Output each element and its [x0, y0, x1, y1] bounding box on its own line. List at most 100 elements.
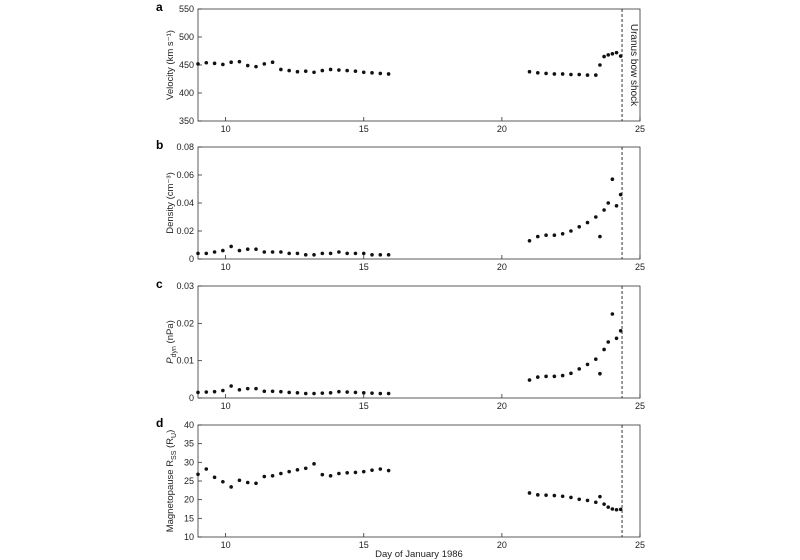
panel-b-point	[606, 201, 611, 205]
panel-b-point	[378, 253, 383, 257]
panel-d-ytick-label: 35	[184, 439, 194, 449]
panel-a-point	[237, 59, 242, 64]
panel-b-xtick-label: 15	[359, 262, 369, 272]
panel-c-ylabel: Pdyn (nPa)	[165, 320, 178, 364]
panel-b-point	[353, 251, 358, 256]
panel-d-point	[569, 495, 573, 500]
panel-d-point	[221, 479, 225, 484]
panel-a-point	[229, 60, 233, 64]
panel-a-xtick-label: 10	[221, 124, 231, 134]
panel-c-point	[577, 367, 582, 371]
panel-b-point	[602, 208, 606, 212]
panel-d-point	[337, 471, 341, 476]
panel-d-frame	[197, 424, 641, 538]
panel-c-point	[254, 386, 258, 391]
panel-b-point	[610, 177, 615, 181]
panel-c-point	[527, 378, 532, 382]
panel-b-point	[221, 248, 225, 253]
panel-c-point	[361, 390, 366, 395]
panel-a-point	[196, 62, 200, 66]
panel-d-xtick-label: 10	[221, 540, 231, 550]
panel-a-ytick-label: 400	[179, 88, 194, 98]
panel-b-point	[577, 225, 582, 229]
panel-a-point	[279, 67, 283, 72]
panel-d-point	[527, 491, 532, 495]
panel-b-xtick-label: 20	[497, 262, 507, 272]
panel-b-point	[535, 234, 540, 239]
panel-a-ytick-label: 550	[179, 4, 194, 14]
panel-a-point	[204, 60, 209, 65]
panel-d-point	[245, 480, 250, 485]
panel-d-point	[386, 468, 391, 473]
panel-d-ticks: 10 15 20 25 30 35 40 10 15 20 25	[184, 420, 645, 550]
panel-d-xtick-label: 20	[497, 540, 507, 550]
panel-d-point	[320, 472, 325, 477]
panel-a-point	[606, 53, 611, 57]
panel-b-point	[552, 233, 557, 237]
panel-a-point	[535, 71, 540, 75]
panel-c-point	[262, 389, 267, 394]
panel-a-point	[598, 63, 602, 67]
panel-c-ylabel-sub: dyn	[171, 346, 178, 357]
panel-b-point	[320, 251, 325, 256]
panel-a-point	[602, 54, 606, 59]
panel-c-point	[552, 374, 557, 379]
panel-a-point	[577, 72, 582, 77]
panel-c-letter: c	[156, 277, 163, 291]
panel-b: b 0 0.02 0.04 0.06 0.08 10 15 20 25 Density (cm⁻…	[156, 138, 645, 272]
x-axis-label: Day of January 1986	[375, 549, 463, 560]
panel-a-point	[262, 62, 267, 66]
panel-d-point	[577, 497, 582, 502]
panel-a-point	[353, 69, 358, 73]
panel-a-point	[378, 71, 383, 76]
panel-d-ylabel-end: )	[165, 430, 176, 433]
panel-c-ylabel-rest: (nPa)	[165, 320, 176, 346]
panel-c-point	[204, 390, 209, 394]
panel-b-point	[594, 215, 598, 219]
panel-b-point	[303, 253, 308, 257]
panel-a: a 350 400 450 500 550 10 15 20 25 Velocity (km s…	[156, 0, 645, 134]
panel-a-ylabel: Velocity (km s⁻¹)	[165, 30, 176, 100]
panel-a-point	[212, 61, 217, 66]
panel-d-point	[606, 505, 611, 509]
panel-b-point	[229, 244, 233, 249]
panel-b-point	[585, 220, 590, 225]
panel-c-point	[598, 371, 602, 376]
panel-d-point	[610, 507, 615, 511]
panel-b-ytick-label: 0.06	[176, 170, 194, 180]
panel-c-point	[295, 390, 300, 395]
panel-c-ytick-label: 0.03	[176, 281, 194, 291]
panel-a-xtick-label: 20	[497, 124, 507, 134]
panel-d-ytick-label: 15	[184, 513, 194, 523]
panel-c-point	[221, 388, 225, 393]
panel-b-point	[204, 251, 209, 256]
panel-c-point	[312, 391, 316, 396]
panel-c-point	[237, 387, 242, 392]
panel-c-point	[229, 384, 233, 388]
panel-a-point	[245, 63, 250, 68]
panel-a-point	[221, 62, 225, 67]
panel-c-point	[544, 374, 548, 379]
panel-b-ylabel: Density (cm⁻³)	[165, 172, 176, 234]
panel-a-point	[585, 73, 590, 77]
panel-c-point	[370, 391, 374, 395]
panel-d-letter: d	[156, 416, 163, 430]
panel-d-point	[270, 473, 275, 478]
panel-c-point	[303, 391, 308, 396]
panel-b-point	[527, 239, 532, 243]
panel-b-point	[569, 229, 573, 233]
panel-d-point	[287, 469, 291, 474]
panel-a-letter: a	[156, 0, 163, 14]
panel-b-ytick-label: 0.08	[176, 142, 194, 152]
panel-d-point	[279, 471, 283, 476]
panel-b-xtick-label: 25	[635, 262, 645, 272]
panel-d-point	[585, 498, 590, 503]
panel-d-ytick-label: 40	[184, 420, 194, 430]
panel-b-point	[328, 251, 333, 256]
panel-a-point	[287, 68, 291, 73]
panel-b-point	[618, 192, 623, 197]
panel-d-xtick-label: 25	[635, 540, 645, 550]
panel-c-ytick-label: 0.01	[176, 356, 194, 366]
panel-c-point	[287, 390, 291, 395]
